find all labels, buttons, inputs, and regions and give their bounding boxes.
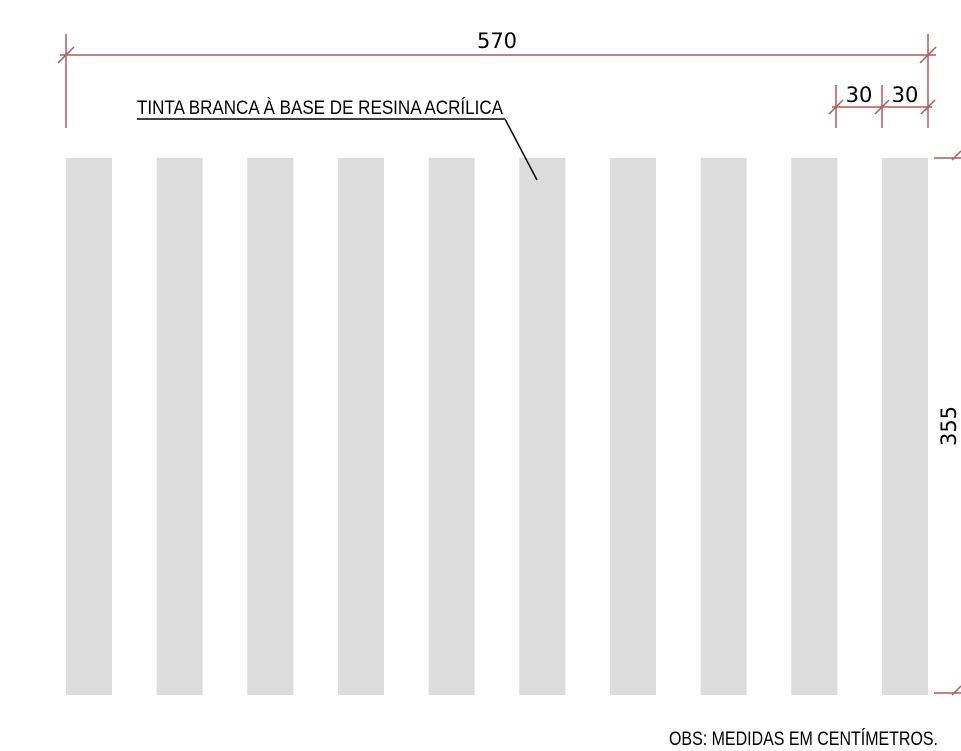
crosswalk-stripe: [700, 158, 747, 695]
crosswalk-stripe: [247, 158, 294, 695]
stripe-width-value: 30: [846, 83, 873, 107]
crosswalk-stripe: [610, 158, 656, 695]
leader-line: [504, 118, 538, 181]
dim-tick-right: [919, 46, 937, 64]
crosswalk-stripe: [428, 158, 475, 695]
crosswalk-stripe: [338, 158, 384, 695]
crosswalk-stripe: [791, 158, 838, 695]
crosswalk-stripe: [66, 158, 112, 695]
crosswalk-stripe: [519, 158, 566, 695]
material-label: TINTA BRANCA À BASE DE RESINA ACRÍLICA: [137, 98, 503, 119]
material-annotation: TINTA BRANCA À BASE DE RESINA ACRÍLICA: [137, 98, 538, 181]
width-dimension: 570: [57, 29, 937, 128]
units-note: OBS: MEDIDAS EM CENTÍMETROS.: [669, 729, 938, 750]
dim-tick-bottom: [951, 685, 961, 696]
gap-width-value: 30: [892, 83, 919, 107]
width-value: 570: [477, 29, 517, 53]
crosswalk-stripe: [882, 158, 928, 695]
dim-tick-stripe-left: [828, 99, 844, 115]
stripe-dimension: 30 30: [828, 83, 936, 128]
crosswalk-stripe: [156, 158, 203, 695]
dim-tick-stripe-right: [920, 99, 936, 115]
dim-tick-stripe-mid: [874, 99, 890, 115]
dim-tick-top: [951, 150, 961, 161]
height-dimension: 355: [934, 150, 961, 696]
crosswalk-stripes: [66, 158, 928, 695]
height-value: 355: [937, 406, 961, 446]
dim-tick-left: [57, 46, 75, 64]
